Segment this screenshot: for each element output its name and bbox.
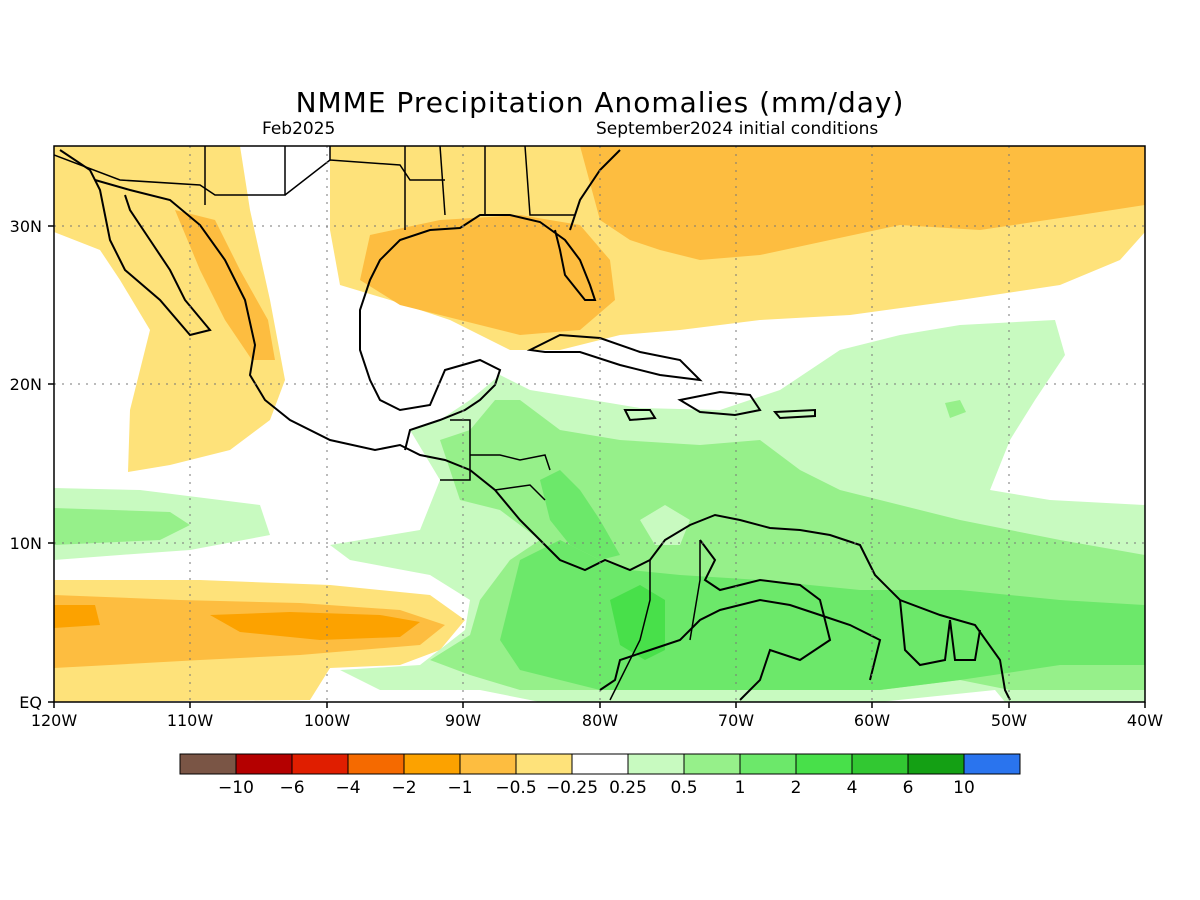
legend-swatch — [403, 753, 461, 775]
legend-swatch — [683, 753, 741, 775]
legend-label: 2 — [791, 778, 802, 798]
legend-swatch — [795, 753, 853, 775]
x-axis-labels: 120W 110W 100W 90W 80W 70W 60W 50W 40W — [31, 711, 1163, 730]
y-tick-label: 30N — [10, 217, 42, 236]
legend-swatch — [851, 753, 909, 775]
x-tick-marks — [48, 225, 1146, 708]
legend-label: −4 — [335, 778, 360, 798]
legend-swatch — [179, 753, 237, 775]
wet-zone-atlantic-patch — [945, 400, 966, 418]
legend-swatch — [627, 753, 685, 775]
legend-label: 0.25 — [609, 778, 647, 798]
color-legend: −10 −6 −4 −2 −1 −0.5 −0.25 0.25 0.5 1 2 4 6 10 — [179, 753, 1021, 798]
dry-zone-pacific-max — [210, 612, 420, 640]
legend-label: 6 — [903, 778, 914, 798]
neutral-zone-venezuela — [640, 505, 690, 545]
x-tick-label: 50W — [991, 711, 1027, 730]
legend-label: 10 — [953, 778, 975, 798]
x-tick-label: 110W — [167, 711, 214, 730]
legend-label: −1 — [447, 778, 472, 798]
legend-label: −0.25 — [546, 778, 598, 798]
wet-zone-colombia-max — [610, 585, 665, 660]
anomaly-field — [54, 146, 1145, 702]
valid-month-label: Feb2025 — [262, 119, 336, 139]
legend-swatch — [907, 753, 965, 775]
x-tick-label: 40W — [1127, 711, 1163, 730]
legend-swatch — [291, 753, 349, 775]
political-borders — [54, 146, 701, 701]
legend-swatch — [739, 753, 797, 775]
chart-title: NMME Precipitation Anomalies (mm/day) — [295, 86, 905, 119]
dry-zone-northwest — [54, 146, 285, 472]
legend-swatch — [235, 753, 293, 775]
y-tick-label: EQ — [19, 693, 42, 712]
x-tick-label: 120W — [31, 711, 78, 730]
legend-label: −6 — [279, 778, 304, 798]
legend-label: −0.5 — [495, 778, 536, 798]
legend-swatch — [515, 753, 573, 775]
y-axis-labels: EQ 10N 20N 30N — [10, 217, 42, 712]
y-tick-label: 20N — [10, 375, 42, 394]
wet-zone-west-band — [54, 508, 190, 545]
dry-zone-gulf-core — [360, 215, 615, 335]
legend-label: −10 — [218, 778, 254, 798]
legend-label: 0.5 — [670, 778, 697, 798]
legend-label: 1 — [735, 778, 746, 798]
legend-swatch — [963, 753, 1021, 775]
legend-swatch — [571, 753, 629, 775]
x-tick-label: 60W — [854, 711, 890, 730]
legend-label: 4 — [847, 778, 858, 798]
legend-swatch — [347, 753, 405, 775]
legend-label: −2 — [391, 778, 416, 798]
x-tick-label: 100W — [304, 711, 351, 730]
initial-conditions-label: September2024 initial conditions — [596, 119, 879, 139]
y-tick-label: 10N — [10, 534, 42, 553]
wet-zone-isthmus — [540, 470, 620, 560]
legend-swatch — [459, 753, 517, 775]
coastlines — [59, 149, 1011, 701]
dry-zone-pacific-west — [54, 605, 100, 628]
grid — [54, 146, 1145, 702]
dry-zone-atlantic-core — [580, 146, 1145, 260]
x-tick-label: 90W — [445, 711, 481, 730]
x-tick-label: 70W — [718, 711, 754, 730]
x-tick-label: 80W — [582, 711, 618, 730]
